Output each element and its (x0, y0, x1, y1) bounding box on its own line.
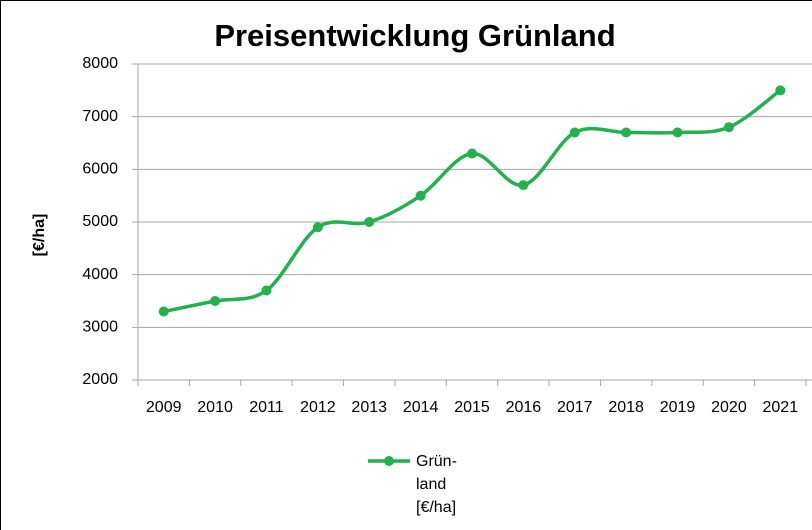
data-point (415, 190, 426, 201)
x-tick-label: 2009 (146, 399, 182, 416)
series-line (163, 88, 782, 314)
y-tick-label: 3000 (82, 319, 118, 336)
data-point (261, 285, 272, 296)
x-tick-label: 2019 (660, 399, 696, 416)
x-tick-label: 2021 (763, 399, 799, 416)
data-point (312, 222, 323, 233)
data-point (364, 217, 375, 227)
x-tick-label: 2013 (351, 399, 387, 416)
x-tick-label: 2015 (454, 399, 490, 416)
data-point (158, 306, 169, 317)
data-point (672, 127, 683, 138)
data-point (621, 127, 632, 138)
legend-label: Grün-land [€/ha] (416, 453, 457, 516)
x-tick-label: 2017 (557, 399, 593, 416)
y-tick-label: 5000 (82, 213, 118, 230)
data-point (518, 180, 529, 191)
data-point (467, 148, 477, 159)
y-tick-label: 2000 (82, 371, 118, 388)
data-point (569, 127, 580, 138)
x-tick-label: 2018 (608, 399, 644, 416)
x-tick-label: 2020 (711, 399, 747, 416)
x-tick-label: 2011 (249, 399, 284, 416)
data-point (775, 85, 786, 96)
y-tick-label: 4000 (82, 266, 118, 283)
legend-marker (384, 456, 394, 466)
chart-title: Preisentwicklung Grünland (214, 18, 615, 53)
y-tick-label: 8000 (82, 55, 118, 72)
data-point (210, 296, 221, 306)
y-axis-label: [€/ha] (31, 214, 48, 257)
x-tick-label: 2016 (506, 399, 542, 416)
x-tick-label: 2014 (403, 399, 439, 416)
data-point (723, 122, 734, 133)
y-tick-label: 6000 (82, 161, 118, 178)
x-tick-label: 2010 (197, 399, 233, 416)
x-tick-label: 2012 (300, 399, 336, 416)
y-tick-label: 7000 (82, 108, 118, 125)
